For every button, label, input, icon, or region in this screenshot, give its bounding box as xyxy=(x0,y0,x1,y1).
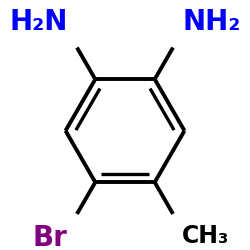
Text: H₂N: H₂N xyxy=(10,8,68,36)
Text: CH₃: CH₃ xyxy=(182,224,230,248)
Text: NH₂: NH₂ xyxy=(182,8,240,36)
Text: Br: Br xyxy=(33,224,68,250)
